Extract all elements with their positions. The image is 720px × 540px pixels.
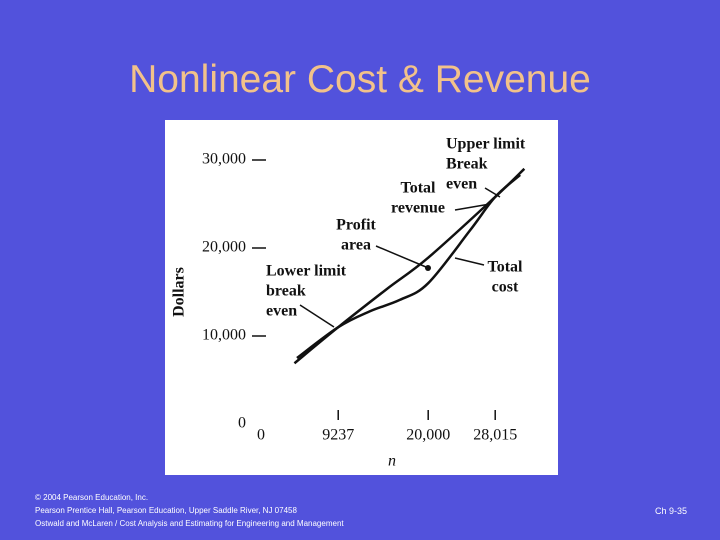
y-tick-label: 10,000 [202,327,246,344]
footer-line: Pearson Prentice Hall, Pearson Education… [35,506,297,515]
arrow [454,257,485,266]
series-line [296,174,521,360]
footer-line: Ostwald and McLaren / Cost Analysis and … [35,519,344,528]
page-number: Ch 9-35 [655,506,688,516]
annotation: cost [492,279,519,296]
annotation: Upper limit [446,136,526,153]
arrow [375,245,427,268]
annotation: Total [488,259,524,276]
annotation: Total [401,180,437,197]
y-axis-label: Dollars [171,267,188,317]
annotation: break [266,283,306,300]
x-axis-label: n [388,453,396,470]
x-tick-label: 20,000 [406,427,450,444]
y-tick-label: 20,000 [202,239,246,256]
annotation: Lower limit [266,263,347,280]
annotation: area [341,237,371,254]
x-tick-label: 9237 [322,427,354,444]
chart-panel [165,120,558,475]
annotation: Profit [336,217,376,234]
arrow [454,203,491,211]
slide-title: Nonlinear Cost & Revenue [129,58,591,101]
x-tick-label: 28,015 [473,427,517,444]
annotation: even [266,303,297,320]
annotation: even [446,176,477,193]
annotation-arrows [299,187,501,328]
x-tick-label: 0 [257,427,265,444]
footer-line: © 2004 Pearson Education, Inc. [35,493,149,502]
profit-point [425,265,431,271]
annotation: Break [446,156,488,173]
y-tick-label: 30,000 [202,151,246,168]
y-tick-label: 0 [238,415,246,432]
arrow [299,304,335,328]
annotation: revenue [391,200,445,217]
